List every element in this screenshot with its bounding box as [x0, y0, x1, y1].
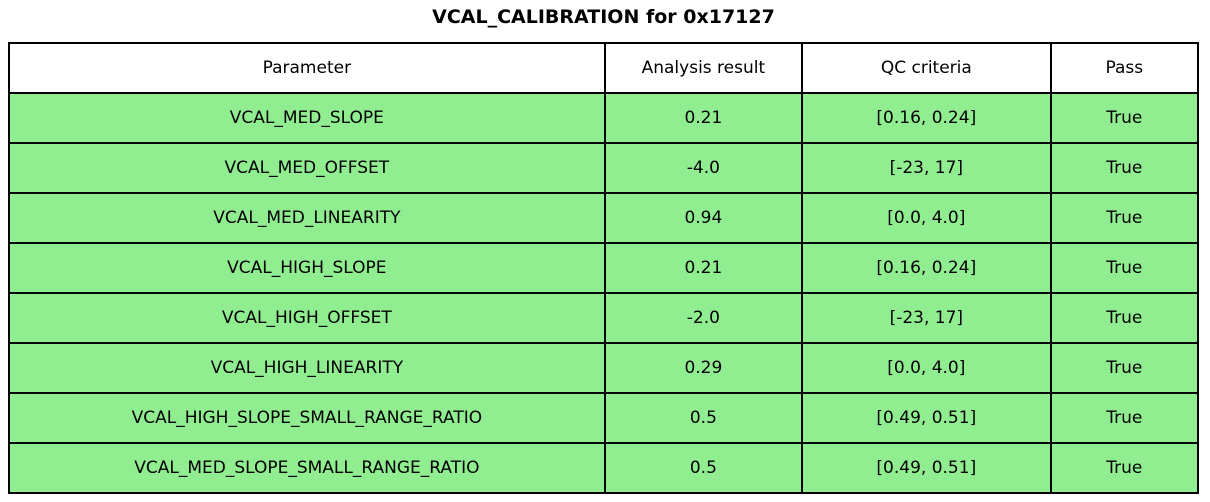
cell-analysis-result: 0.29: [603, 342, 804, 394]
column-header-pass: Pass: [1049, 42, 1200, 94]
cell-pass: True: [1049, 92, 1200, 144]
cell-analysis-result: 0.5: [603, 392, 804, 444]
cell-parameter: VCAL_HIGH_SLOPE: [8, 242, 606, 294]
cell-qc-criteria: [-23, 17]: [801, 292, 1052, 344]
cell-qc-criteria: [0.0, 4.0]: [801, 342, 1052, 394]
cell-parameter: VCAL_HIGH_LINEARITY: [8, 342, 606, 394]
cell-qc-criteria: [-23, 17]: [801, 142, 1052, 194]
table-row: VCAL_MED_LINEARITY 0.94 [0.0, 4.0] True: [8, 192, 1200, 244]
cell-pass: True: [1049, 292, 1200, 344]
column-header-parameter: Parameter: [8, 42, 606, 94]
cell-parameter: VCAL_MED_SLOPE_SMALL_RANGE_RATIO: [8, 442, 606, 494]
cell-pass: True: [1049, 442, 1200, 494]
figure-title: VCAL_CALIBRATION for 0x17127: [432, 6, 775, 28]
column-header-analysis-result: Analysis result: [603, 42, 804, 94]
cell-qc-criteria: [0.0, 4.0]: [801, 192, 1052, 244]
cell-qc-criteria: [0.16, 0.24]: [801, 92, 1052, 144]
column-header-qc-criteria: QC criteria: [801, 42, 1052, 94]
table-row: VCAL_MED_SLOPE 0.21 [0.16, 0.24] True: [8, 92, 1200, 144]
cell-analysis-result: -4.0: [603, 142, 804, 194]
cell-parameter: VCAL_HIGH_OFFSET: [8, 292, 606, 344]
cell-pass: True: [1049, 242, 1200, 294]
cell-pass: True: [1049, 392, 1200, 444]
cell-analysis-result: 0.21: [603, 92, 804, 144]
cell-parameter: VCAL_MED_LINEARITY: [8, 192, 606, 244]
cell-qc-criteria: [0.49, 0.51]: [801, 392, 1052, 444]
cell-parameter: VCAL_MED_OFFSET: [8, 142, 606, 194]
cell-pass: True: [1049, 342, 1200, 394]
table-row: VCAL_MED_SLOPE_SMALL_RANGE_RATIO 0.5 [0.…: [8, 442, 1200, 494]
cell-pass: True: [1049, 142, 1200, 194]
cell-qc-criteria: [0.16, 0.24]: [801, 242, 1052, 294]
cell-parameter: VCAL_MED_SLOPE: [8, 92, 606, 144]
table-row: VCAL_HIGH_SLOPE_SMALL_RANGE_RATIO 0.5 [0…: [8, 392, 1200, 444]
qc-table: Parameter Analysis result QC criteria Pa…: [8, 42, 1200, 494]
cell-qc-criteria: [0.49, 0.51]: [801, 442, 1052, 494]
table-row: VCAL_MED_OFFSET -4.0 [-23, 17] True: [8, 142, 1200, 194]
cell-parameter: VCAL_HIGH_SLOPE_SMALL_RANGE_RATIO: [8, 392, 606, 444]
cell-analysis-result: 0.94: [603, 192, 804, 244]
table-row: VCAL_HIGH_LINEARITY 0.29 [0.0, 4.0] True: [8, 342, 1200, 394]
cell-analysis-result: -2.0: [603, 292, 804, 344]
cell-pass: True: [1049, 192, 1200, 244]
header-row: Parameter Analysis result QC criteria Pa…: [8, 42, 1200, 94]
cell-analysis-result: 0.21: [603, 242, 804, 294]
cell-analysis-result: 0.5: [603, 442, 804, 494]
table-row: VCAL_HIGH_SLOPE 0.21 [0.16, 0.24] True: [8, 242, 1200, 294]
table-row: VCAL_HIGH_OFFSET -2.0 [-23, 17] True: [8, 292, 1200, 344]
